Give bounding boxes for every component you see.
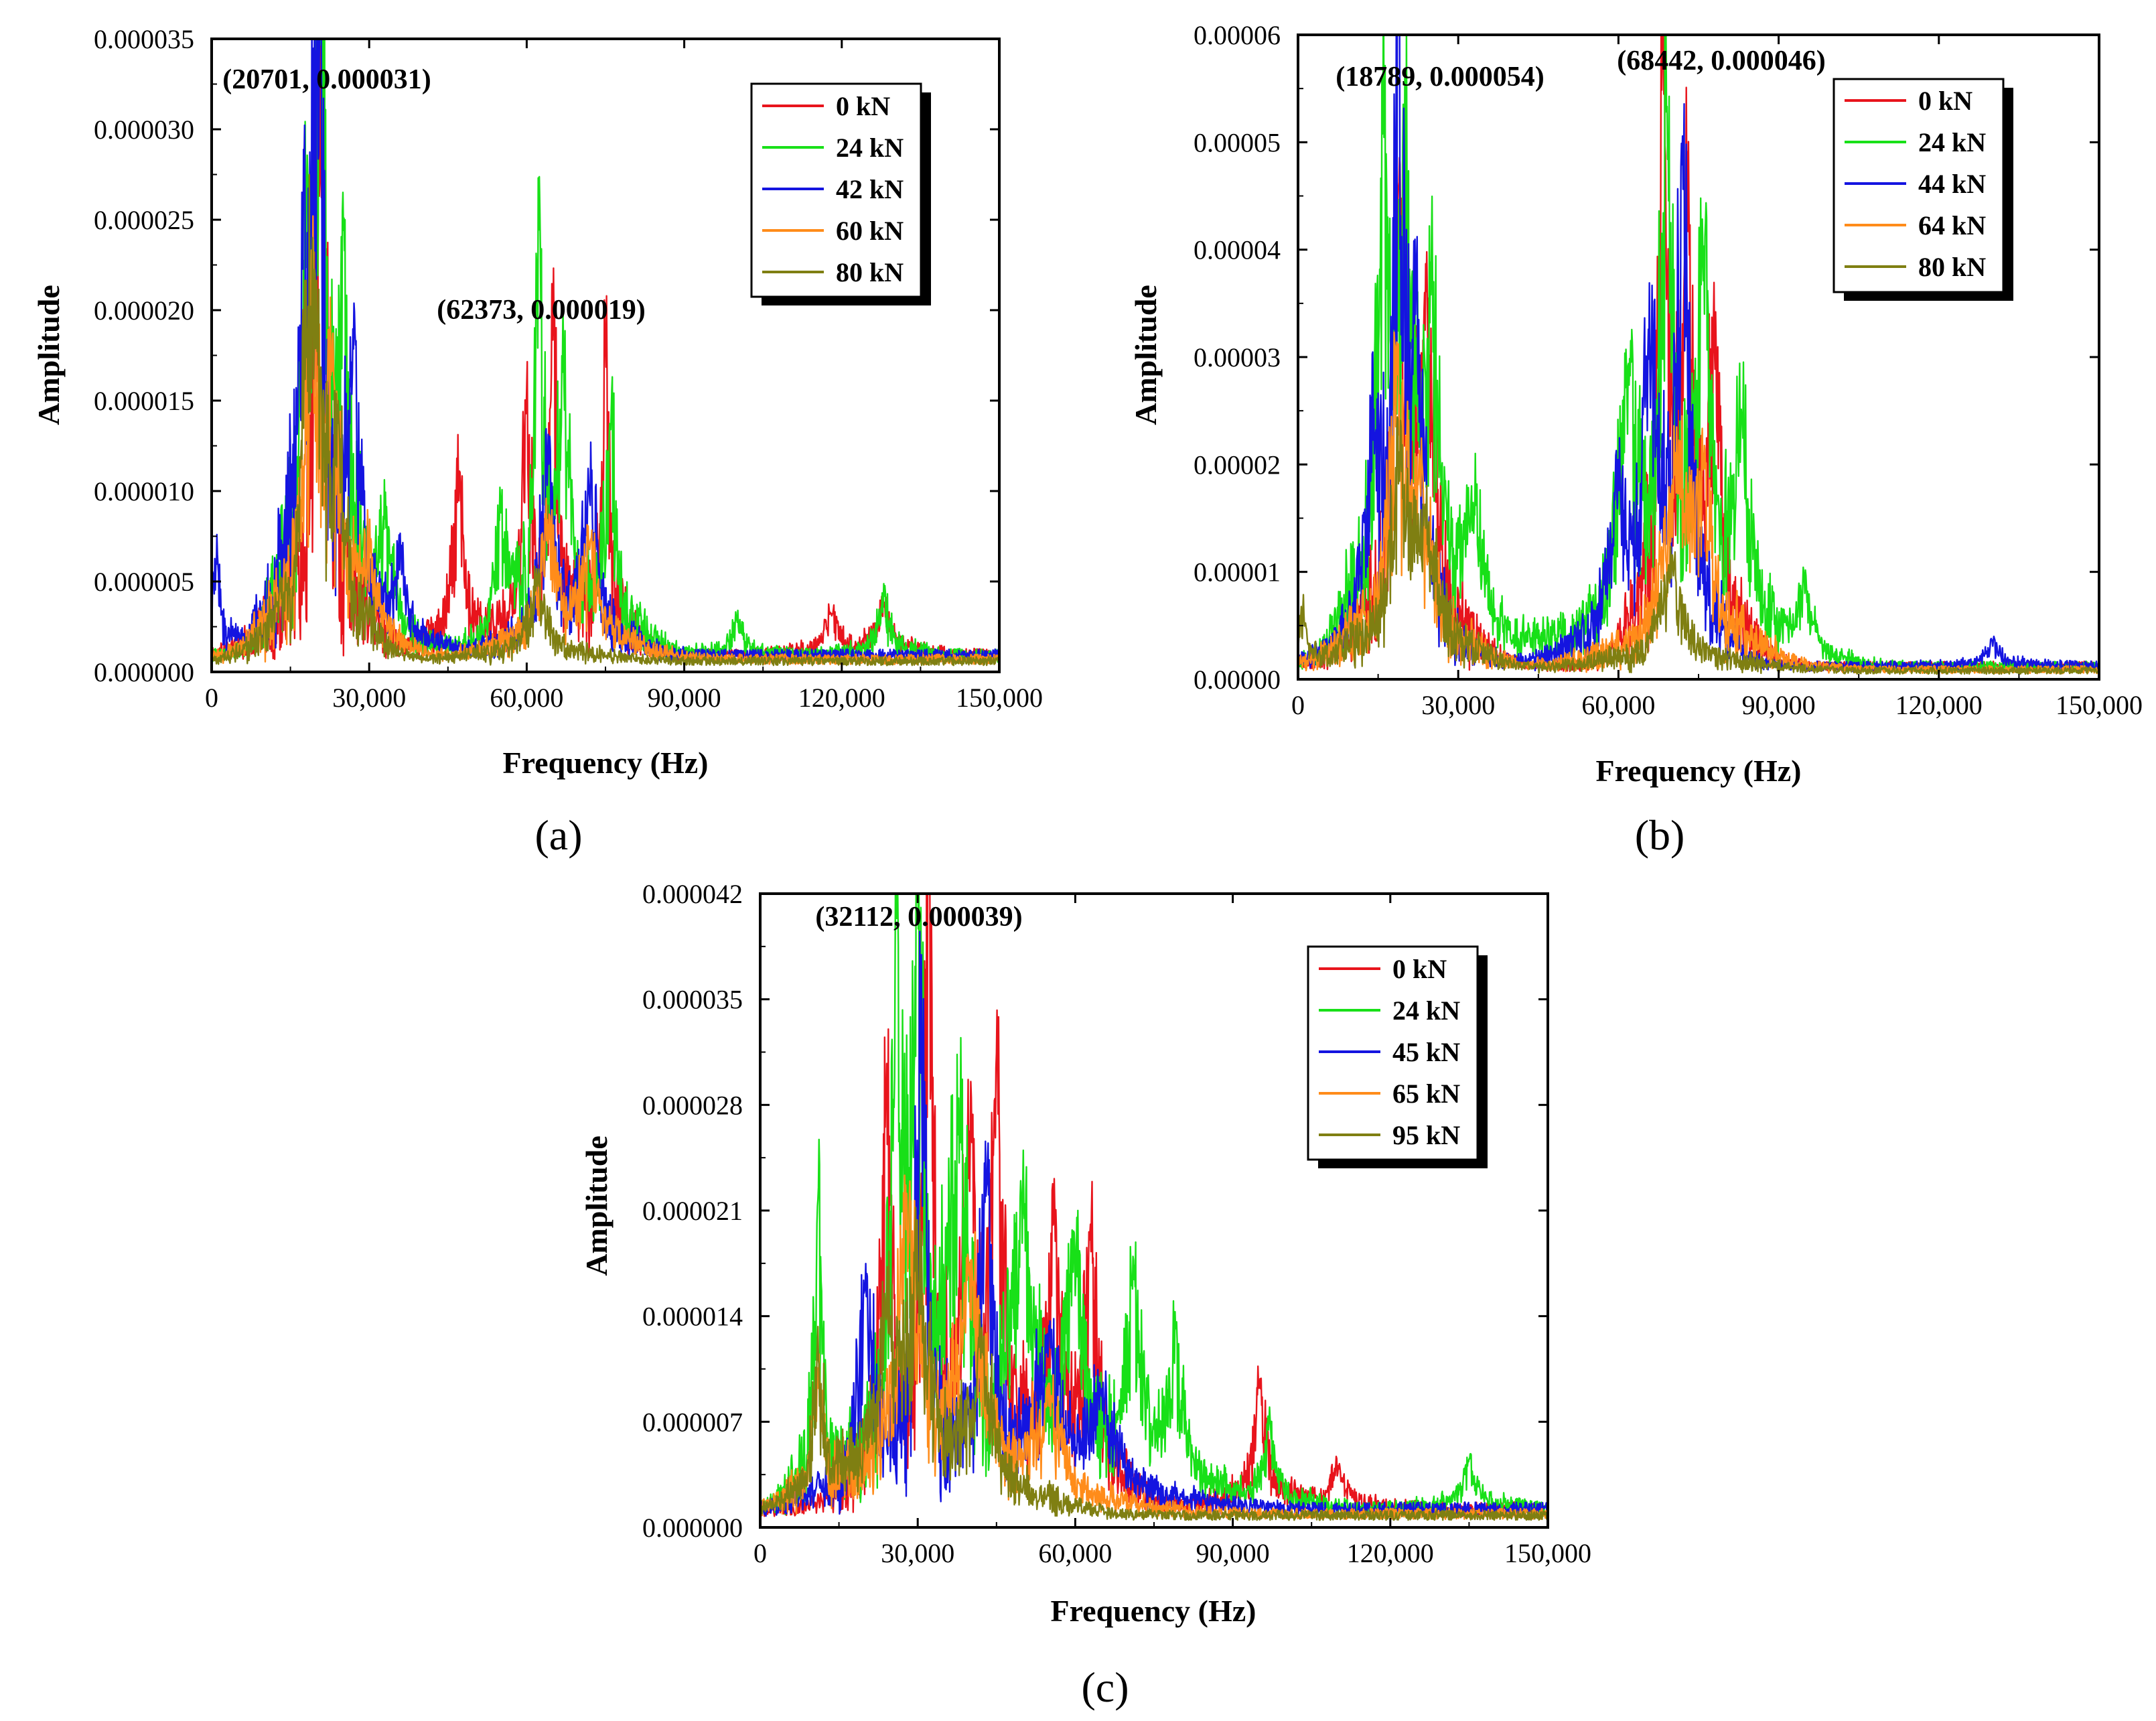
- annotation-c-1: (32112, 0.000039): [815, 902, 1022, 933]
- x-tick-label-c-1: 30,000: [881, 1538, 954, 1568]
- series-line-c-5: [760, 1207, 1548, 1521]
- y-axis-title-a: Amplitude: [31, 285, 66, 425]
- x-axis-title-a: Frequency (Hz): [502, 746, 708, 780]
- y-tick-label-b-1: 0.00001: [1194, 557, 1281, 588]
- ticks-a: 0 30,000 60,000 90,000 120,000 150,000 0.00000…: [94, 24, 1043, 713]
- legend-a: 0 kN 24 kN 42 kN 60 kN 80 kN: [750, 82, 931, 305]
- legend-label-a-1: 0 kN: [836, 91, 890, 121]
- series-layer-b: [1298, 35, 2099, 675]
- chart-panel-c: 0 30,000 60,000 90,000 120,000 150,000 0.00000…: [579, 879, 1591, 1711]
- y-tick-label-c-0: 0.000000: [642, 1513, 743, 1543]
- annotation-b-1: (18789, 0.000054): [1336, 62, 1544, 92]
- y-tick-label-a-2: 0.000010: [94, 476, 194, 506]
- y-tick-label-b-6: 0.00006: [1194, 20, 1281, 50]
- panel-label-a: (a): [534, 811, 582, 859]
- legend-label-b-1: 0 kN: [1918, 86, 1972, 116]
- x-tick-label-b-0: 0: [1291, 690, 1305, 720]
- y-tick-label-c-1: 0.000007: [642, 1407, 743, 1437]
- legend-label-b-2: 24 kN: [1918, 127, 1986, 157]
- y-tick-label-a-1: 0.000005: [94, 567, 194, 597]
- y-tick-label-b-3: 0.00003: [1194, 342, 1281, 372]
- chart-panel-a: 0 30,000 60,000 90,000 120,000 150,000 0.00000…: [31, 24, 1043, 859]
- y-tick-label-c-3: 0.000021: [642, 1196, 743, 1226]
- x-tick-label-b-3: 90,000: [1742, 690, 1816, 720]
- series-line-a-3: [212, 39, 999, 663]
- panel-label-c: (c): [1081, 1663, 1129, 1711]
- legend-box-b: [1832, 78, 2005, 293]
- legend-label-a-4: 60 kN: [836, 216, 904, 246]
- y-tick-label-a-4: 0.000020: [94, 295, 194, 326]
- legend-label-b-4: 64 kN: [1918, 210, 1986, 240]
- x-tick-label-a-2: 60,000: [490, 683, 563, 713]
- ticks-b: 0 30,000 60,000 90,000 120,000 150,000 0.00000…: [1194, 20, 2143, 720]
- series-line-a-2: [212, 39, 999, 663]
- y-axis-title-c: Amplitude: [579, 1135, 614, 1276]
- series-layer-c: [760, 894, 1548, 1521]
- series-line-a-5: [212, 174, 999, 667]
- y-tick-label-a-3: 0.000015: [94, 386, 194, 416]
- y-tick-label-a-6: 0.000030: [94, 115, 194, 145]
- y-tick-label-a-7: 0.000035: [94, 24, 194, 54]
- y-tick-label-b-0: 0.00000: [1194, 665, 1281, 695]
- legend-label-a-2: 24 kN: [836, 133, 904, 163]
- x-tick-label-c-5: 150,000: [1504, 1538, 1591, 1568]
- ticks-c: 0 30,000 60,000 90,000 120,000 150,000 0.00000…: [642, 879, 1591, 1568]
- series-layer-a: [212, 39, 999, 667]
- x-tick-label-a-0: 0: [205, 683, 218, 713]
- panel-label-b: (b): [1635, 811, 1685, 859]
- x-tick-label-c-3: 90,000: [1196, 1538, 1270, 1568]
- annotation-a-2: (62373, 0.000019): [437, 295, 645, 326]
- legend-label-b-5: 80 kN: [1918, 252, 1986, 282]
- chart-panel-b: 0 30,000 60,000 90,000 120,000 150,000 0.00000…: [1129, 20, 2143, 859]
- series-line-b-5: [1298, 416, 2099, 675]
- x-tick-label-b-1: 30,000: [1421, 690, 1495, 720]
- legend-label-a-5: 80 kN: [836, 257, 904, 287]
- legend-label-b-3: 44 kN: [1918, 169, 1986, 199]
- y-tick-label-a-0: 0.000000: [94, 657, 194, 687]
- x-tick-label-a-5: 150,000: [956, 683, 1043, 713]
- y-tick-label-b-5: 0.00005: [1194, 127, 1281, 157]
- legend-label-c-1: 0 kN: [1392, 954, 1447, 984]
- legend-label-c-3: 45 kN: [1392, 1037, 1460, 1067]
- legend-label-c-4: 65 kN: [1392, 1079, 1460, 1109]
- x-tick-label-c-2: 60,000: [1038, 1538, 1112, 1568]
- legend-label-c-5: 95 kN: [1392, 1120, 1460, 1150]
- y-tick-label-b-2: 0.00002: [1194, 450, 1281, 480]
- y-tick-label-c-5: 0.000035: [642, 985, 743, 1015]
- x-tick-label-a-4: 120,000: [798, 683, 885, 713]
- legend-label-a-3: 42 kN: [836, 174, 904, 204]
- annotation-b-2: (68442, 0.000046): [1617, 46, 1825, 76]
- x-tick-label-b-2: 60,000: [1581, 690, 1655, 720]
- x-tick-label-a-1: 30,000: [332, 683, 406, 713]
- y-tick-label-c-4: 0.000028: [642, 1090, 743, 1120]
- x-tick-label-c-0: 0: [753, 1538, 767, 1568]
- series-line-c-2: [760, 894, 1548, 1517]
- x-tick-label-b-4: 120,000: [1895, 690, 1983, 720]
- x-axis-title-b: Frequency (Hz): [1595, 754, 1801, 788]
- x-axis-title-c: Frequency (Hz): [1050, 1594, 1256, 1628]
- legend-c: 0 kN 24 kN 45 kN 65 kN 95 kN: [1307, 945, 1488, 1168]
- x-tick-label-b-5: 150,000: [2056, 690, 2143, 720]
- y-tick-label-b-4: 0.00004: [1194, 235, 1281, 265]
- x-tick-label-a-3: 90,000: [648, 683, 721, 713]
- y-tick-label-c-6: 0.000042: [642, 879, 743, 909]
- annotation-a-1: (20701, 0.000031): [222, 64, 431, 95]
- legend-b: 0 kN 24 kN 44 kN 64 kN 80 kN: [1832, 78, 2013, 301]
- y-tick-label-a-5: 0.000025: [94, 205, 194, 235]
- legend-label-c-2: 24 kN: [1392, 995, 1460, 1026]
- y-axis-title-b: Amplitude: [1129, 285, 1163, 425]
- y-tick-label-c-2: 0.000014: [642, 1302, 743, 1332]
- x-tick-label-c-4: 120,000: [1347, 1538, 1434, 1568]
